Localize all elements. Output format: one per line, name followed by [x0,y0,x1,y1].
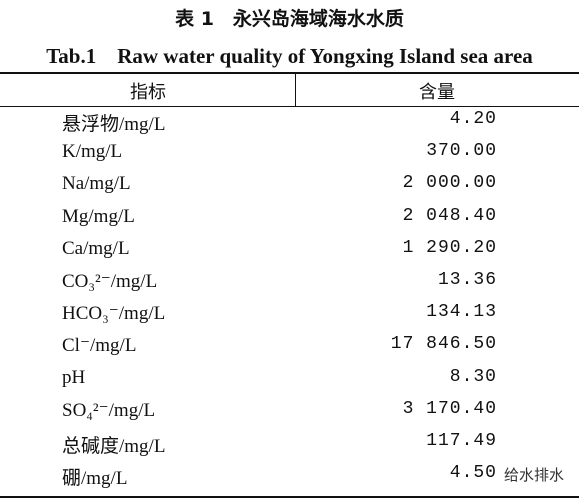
column-header: 含量 [419,82,455,103]
column-header: 指标 [130,82,166,103]
header-divider [295,74,296,106]
indicator-cell: HCO₃⁻/mg/L [62,303,166,325]
title-cn: 表 1 永兴岛海域海水水质 [175,8,404,30]
content-cell: 13.36 [437,270,497,290]
top-rule [0,72,579,74]
indicator-cell: Cl⁻/mg/L [62,335,137,357]
content-cell: 17 846.50 [390,334,497,355]
content-cell: 2 048.40 [402,205,497,226]
bottom-rule [0,496,579,498]
content-cell: 4.20 [449,109,497,129]
indicator-cell: Mg/mg/L [62,205,135,227]
content-cell: 4.50 [449,463,497,484]
content-cell: 3 170.40 [402,398,497,419]
content-cell: 2 000.00 [402,173,497,194]
indicator-cell: pH [62,366,86,388]
content-cell: 117.49 [426,431,497,451]
content-cell: 1 290.20 [402,237,497,258]
indicator-cell: K/mg/L [62,141,123,163]
content-cell: 134.13 [426,302,497,323]
content-cell: 8.30 [449,366,497,387]
indicator-cell: Na/mg/L [62,173,131,195]
indicator-cell: 硼/mg/L [62,468,128,490]
indicator-cell: 总碱度/mg/L [62,436,166,457]
indicator-cell: SO₄²⁻/mg/L [62,399,156,421]
indicator-cell: Ca/mg/L [62,237,130,259]
watermark: 给水排水 [500,462,569,487]
indicator-cell: CO₃²⁻/mg/L [62,271,158,292]
content-cell: 370.00 [426,141,497,162]
header-rule [0,106,579,107]
indicator-cell: 悬浮物/mg/L [62,114,166,135]
title-en: Tab.1 Raw water quality of Yongxing Isla… [46,44,533,68]
